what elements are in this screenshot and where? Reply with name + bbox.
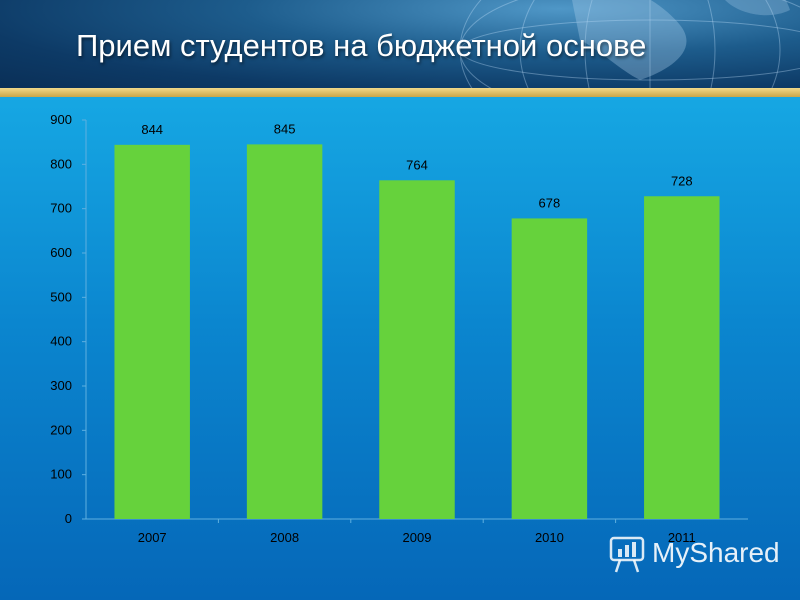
y-tick-label: 900 bbox=[50, 112, 72, 127]
bar bbox=[246, 144, 323, 519]
data-label: 844 bbox=[141, 122, 163, 137]
bar bbox=[114, 144, 190, 519]
data-label: 678 bbox=[539, 195, 561, 210]
x-tick-label: 2011 bbox=[668, 530, 696, 545]
watermark: MyShared bbox=[608, 532, 783, 576]
x-tick-label: 2007 bbox=[138, 530, 167, 545]
y-tick-label: 400 bbox=[50, 334, 72, 349]
data-label: 845 bbox=[274, 121, 296, 136]
bar bbox=[379, 180, 455, 519]
y-tick-label: 200 bbox=[50, 422, 72, 437]
y-tick-label: 500 bbox=[50, 289, 72, 304]
globe-graphic bbox=[459, 0, 800, 88]
y-tick-label: 600 bbox=[50, 245, 72, 260]
presentation-board-icon bbox=[609, 536, 645, 573]
y-tick-label: 800 bbox=[50, 156, 72, 171]
y-tick-label: 0 bbox=[65, 511, 72, 526]
x-tick-label: 2009 bbox=[403, 530, 432, 545]
y-tick-label: 300 bbox=[50, 378, 72, 393]
x-tick-label: 2010 bbox=[535, 530, 564, 545]
data-label: 728 bbox=[671, 173, 693, 188]
x-tick-label: 2008 bbox=[270, 530, 299, 545]
y-tick-label: 100 bbox=[50, 467, 72, 482]
header-banner: Прием студентов на бюджетной основе bbox=[0, 0, 800, 88]
data-label: 764 bbox=[406, 157, 428, 172]
watermark-text: MyShared bbox=[652, 537, 780, 568]
y-tick-label: 700 bbox=[50, 201, 72, 216]
slide-title: Прием студентов на бюджетной основе bbox=[76, 28, 647, 63]
bar bbox=[644, 196, 720, 519]
bar bbox=[511, 218, 588, 520]
header-divider bbox=[0, 88, 800, 97]
